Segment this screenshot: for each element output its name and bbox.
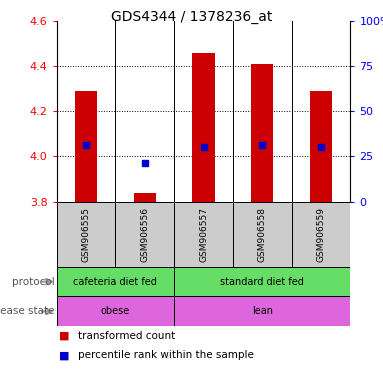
Bar (174, 202, 233, 267)
Text: obese: obese (101, 306, 130, 316)
Bar (57, 296, 174, 326)
Text: standard diet fed: standard diet fed (220, 276, 304, 287)
Bar (174, 267, 350, 296)
Text: lean: lean (252, 306, 273, 316)
Text: GDS4344 / 1378236_at: GDS4344 / 1378236_at (111, 10, 272, 23)
Bar (174, 296, 350, 326)
Text: GSM906559: GSM906559 (317, 207, 326, 262)
Bar (251, 64, 273, 202)
Text: percentile rank within the sample: percentile rank within the sample (78, 350, 254, 360)
Bar (57, 202, 115, 267)
Text: GSM906555: GSM906555 (82, 207, 90, 262)
Text: transformed count: transformed count (78, 331, 175, 341)
Bar (75, 91, 97, 202)
Text: protocol: protocol (12, 276, 55, 287)
Bar (310, 91, 332, 202)
Bar (292, 202, 350, 267)
Bar (57, 267, 174, 296)
Text: cafeteria diet fed: cafeteria diet fed (74, 276, 157, 287)
Text: ■: ■ (59, 350, 69, 360)
Bar (134, 193, 156, 202)
Bar (233, 202, 292, 267)
Text: ■: ■ (59, 331, 69, 341)
Text: GSM906556: GSM906556 (140, 207, 149, 262)
Text: disease state: disease state (0, 306, 55, 316)
Bar (115, 202, 174, 267)
Text: GSM906557: GSM906557 (199, 207, 208, 262)
Bar (192, 53, 215, 202)
Text: GSM906558: GSM906558 (258, 207, 267, 262)
